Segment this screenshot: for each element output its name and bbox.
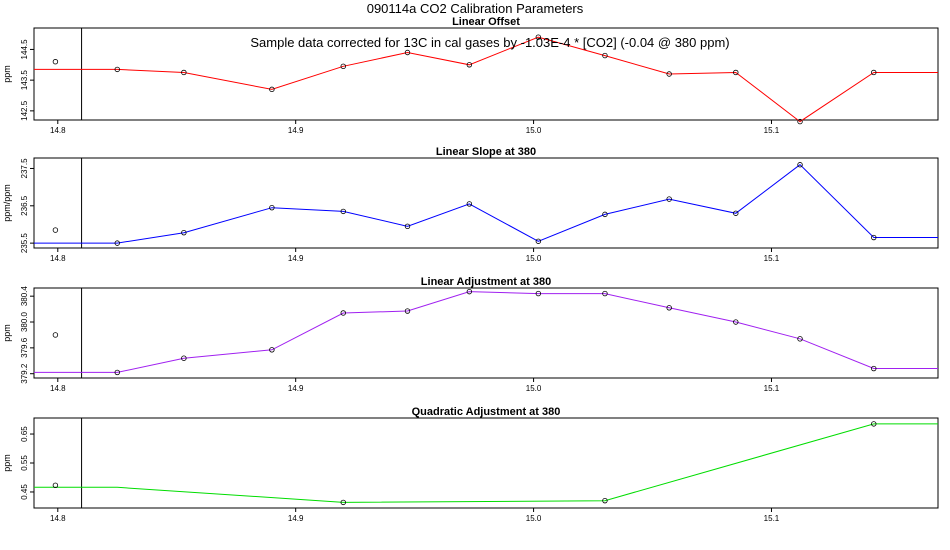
x-tick-label: 15.1 [764, 384, 780, 393]
panel-2: Linear Slope at 380 14.8 14.9 15.0 15.1 235.5… [2, 146, 939, 263]
y-tick-label: 380.4 [20, 286, 29, 307]
data-point [535, 34, 542, 40]
x-tick-label: 15.0 [526, 126, 542, 135]
y-tick-label: 144.5 [20, 39, 29, 60]
x-tick-label: 14.9 [288, 384, 304, 393]
data-point [666, 196, 672, 202]
x-tick-label: 14.8 [50, 514, 66, 523]
y-tick-label: 237.5 [20, 158, 29, 179]
data-point [602, 211, 608, 218]
data-point [404, 49, 411, 56]
data-point [602, 497, 608, 504]
x-tick-label: 14.9 [288, 514, 304, 523]
data-point [797, 336, 803, 342]
data-point [871, 365, 877, 372]
data-point [666, 71, 672, 77]
data-point [733, 319, 739, 325]
data-point [114, 240, 120, 246]
data-point [340, 63, 346, 70]
data-point [340, 499, 346, 506]
x-tick-label: 15.0 [526, 514, 542, 523]
x-tick-label: 14.8 [50, 126, 66, 135]
correction-note: Sample data corrected for 13C in cal gas… [250, 35, 729, 50]
data-point [340, 208, 346, 215]
y-tick-label: 236.5 [20, 195, 29, 216]
y-axis-label: ppm [2, 65, 12, 83]
panel-title: Linear Slope at 380 [436, 146, 536, 158]
y-tick-label: 379.6 [20, 337, 29, 358]
data-point [466, 288, 473, 295]
open-point [52, 482, 59, 489]
plot-frame [33, 157, 939, 249]
data-point [466, 201, 473, 207]
data-point [269, 86, 275, 93]
panel-title: Quadratic Adjustment at 380 [412, 406, 561, 418]
panel-title: Linear Adjustment at 380 [421, 276, 551, 288]
data-point [535, 238, 542, 244]
data-point [871, 421, 877, 427]
y-tick-label: 0.55 [20, 455, 29, 471]
panel-1: Linear Offset 14.8 14.9 15.0 15.1 142.5 143.5 1… [2, 16, 939, 135]
data-point [602, 290, 608, 297]
plot-frame [33, 27, 939, 121]
data-point [871, 69, 877, 76]
x-tick-label: 14.8 [50, 254, 66, 263]
data-point [733, 210, 739, 216]
series-line [34, 164, 938, 244]
panel-4: Quadratic Adjustment at 380 14.8 14.9 15.0 1… [2, 406, 939, 523]
x-tick-label: 15.1 [764, 514, 780, 523]
data-point [340, 310, 346, 316]
data-point [733, 69, 739, 76]
data-point [269, 347, 275, 353]
y-tick-label: 380.0 [20, 311, 29, 332]
plot-frame [33, 417, 939, 509]
data-point [466, 62, 473, 68]
y-tick-label: 235.5 [20, 233, 29, 254]
data-point [181, 355, 187, 361]
x-tick-label: 14.9 [288, 254, 304, 263]
data-point [114, 369, 120, 376]
open-point [52, 332, 59, 338]
plot-frame [33, 287, 939, 379]
series-line [34, 36, 938, 123]
data-point [181, 69, 187, 76]
data-point [666, 305, 672, 311]
panel-title: Linear Offset [452, 16, 520, 28]
x-tick-label: 15.1 [764, 126, 780, 135]
figure-title: 090114a CO2 Calibration Parameters [367, 1, 584, 16]
panel-3: Linear Adjustment at 380 14.8 14.9 15.0 15.1… [2, 276, 939, 393]
y-tick-label: 0.65 [20, 426, 29, 442]
data-point [535, 290, 542, 297]
data-point [404, 308, 411, 314]
data-point [871, 234, 877, 241]
x-tick-label: 15.0 [526, 254, 542, 263]
data-point [797, 162, 803, 168]
series-line [34, 291, 938, 373]
y-axis-label: ppm [2, 454, 12, 472]
y-tick-label: 379.2 [20, 363, 29, 384]
open-point [52, 227, 59, 233]
y-axis-label: ppm [2, 324, 12, 342]
data-point [602, 52, 608, 59]
series-line [34, 423, 938, 503]
y-tick-label: 142.5 [20, 100, 29, 121]
x-tick-label: 14.8 [50, 384, 66, 393]
open-point [52, 59, 59, 65]
x-tick-label: 15.0 [526, 384, 542, 393]
data-point [181, 229, 187, 236]
data-point [114, 66, 120, 73]
data-point [269, 204, 275, 211]
y-tick-label: 0.45 [20, 484, 29, 500]
data-point [797, 118, 803, 125]
y-axis-label: ppm/ppm [2, 184, 12, 222]
y-tick-label: 143.5 [20, 70, 29, 91]
x-tick-label: 14.9 [288, 126, 304, 135]
data-point [404, 223, 411, 230]
x-tick-label: 15.1 [764, 254, 780, 263]
